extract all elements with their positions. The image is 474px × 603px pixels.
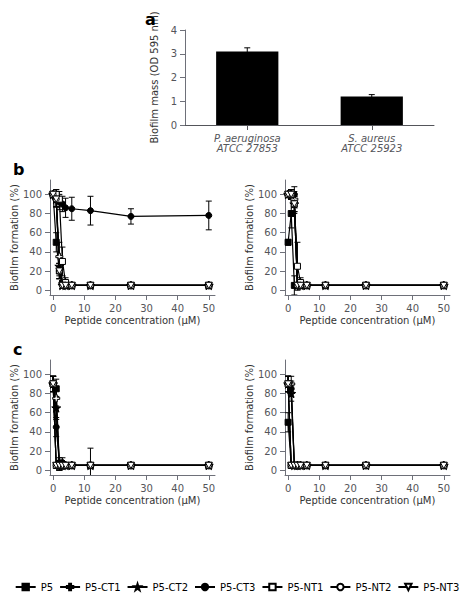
svg-text:Peptide concentration (μM): Peptide concentration (μM) xyxy=(65,315,201,326)
svg-text:P5-NT1: P5-NT1 xyxy=(287,582,323,593)
svg-text:0: 0 xyxy=(271,465,277,476)
svg-text:20: 20 xyxy=(264,446,277,457)
svg-text:20: 20 xyxy=(29,266,42,277)
svg-text:50: 50 xyxy=(437,483,450,494)
svg-text:0: 0 xyxy=(36,465,42,476)
svg-text:40: 40 xyxy=(171,483,184,494)
svg-text:4: 4 xyxy=(171,25,177,36)
svg-text:0: 0 xyxy=(171,120,177,131)
svg-text:0: 0 xyxy=(285,483,291,494)
svg-text:80: 80 xyxy=(29,388,42,399)
svg-text:10: 10 xyxy=(313,303,326,314)
svg-text:P5-CT2: P5-CT2 xyxy=(153,582,188,593)
svg-text:20: 20 xyxy=(109,303,122,314)
svg-text:20: 20 xyxy=(344,303,357,314)
svg-text:P. aeruginosa: P. aeruginosa xyxy=(213,132,281,144)
svg-text:50: 50 xyxy=(202,483,215,494)
svg-text:0: 0 xyxy=(50,303,56,314)
svg-text:2: 2 xyxy=(171,72,177,83)
svg-text:100: 100 xyxy=(258,369,277,380)
svg-text:P5-NT2: P5-NT2 xyxy=(355,582,391,593)
svg-text:20: 20 xyxy=(109,483,122,494)
svg-text:Peptide concentration (μM): Peptide concentration (μM) xyxy=(300,315,436,326)
svg-text:P5: P5 xyxy=(41,582,53,593)
svg-text:S. aureus: S. aureus xyxy=(348,132,396,144)
svg-text:40: 40 xyxy=(264,426,277,437)
svg-text:c: c xyxy=(13,340,22,359)
svg-text:10: 10 xyxy=(313,483,326,494)
svg-text:40: 40 xyxy=(264,246,277,257)
svg-text:30: 30 xyxy=(375,483,388,494)
svg-text:60: 60 xyxy=(29,407,42,418)
svg-text:100: 100 xyxy=(23,189,42,200)
svg-text:60: 60 xyxy=(264,227,277,238)
svg-text:Biofilm formation (%): Biofilm formation (%) xyxy=(244,364,255,471)
svg-text:b: b xyxy=(13,160,24,179)
svg-text:ATCC 27853: ATCC 27853 xyxy=(216,143,278,154)
svg-text:0: 0 xyxy=(285,303,291,314)
svg-text:40: 40 xyxy=(406,483,419,494)
svg-text:80: 80 xyxy=(29,208,42,219)
svg-text:1: 1 xyxy=(171,96,177,107)
svg-text:Biofilm formation (%): Biofilm formation (%) xyxy=(9,184,20,291)
svg-text:100: 100 xyxy=(23,369,42,380)
svg-text:40: 40 xyxy=(29,426,42,437)
svg-text:60: 60 xyxy=(29,227,42,238)
svg-text:0: 0 xyxy=(50,483,56,494)
svg-text:0: 0 xyxy=(36,285,42,296)
svg-text:Peptide concentration (μM): Peptide concentration (μM) xyxy=(300,495,436,506)
svg-text:30: 30 xyxy=(140,303,153,314)
svg-text:P5-CT1: P5-CT1 xyxy=(85,582,120,593)
svg-text:20: 20 xyxy=(264,266,277,277)
svg-text:3: 3 xyxy=(171,48,177,59)
svg-text:0: 0 xyxy=(271,285,277,296)
svg-text:50: 50 xyxy=(202,303,215,314)
svg-text:40: 40 xyxy=(29,246,42,257)
svg-text:30: 30 xyxy=(375,303,388,314)
svg-text:20: 20 xyxy=(29,446,42,457)
svg-text:Peptide concentration (μM): Peptide concentration (μM) xyxy=(65,495,201,506)
svg-text:P5-NT3: P5-NT3 xyxy=(423,582,459,593)
svg-text:20: 20 xyxy=(344,483,357,494)
svg-text:100: 100 xyxy=(258,189,277,200)
svg-text:Biofilm formation (%): Biofilm formation (%) xyxy=(244,184,255,291)
svg-text:50: 50 xyxy=(437,303,450,314)
svg-text:80: 80 xyxy=(264,388,277,399)
svg-text:30: 30 xyxy=(140,483,153,494)
svg-text:ATCC 25923: ATCC 25923 xyxy=(340,143,402,154)
svg-text:40: 40 xyxy=(406,303,419,314)
svg-text:60: 60 xyxy=(264,407,277,418)
svg-text:Biofilm mass (OD 595 nm): Biofilm mass (OD 595 nm) xyxy=(149,11,160,143)
svg-text:80: 80 xyxy=(264,208,277,219)
svg-text:10: 10 xyxy=(78,303,91,314)
svg-text:40: 40 xyxy=(171,303,184,314)
svg-text:10: 10 xyxy=(78,483,91,494)
svg-text:P5-CT3: P5-CT3 xyxy=(220,582,255,593)
svg-text:a: a xyxy=(145,10,156,29)
svg-text:Biofilm formation (%): Biofilm formation (%) xyxy=(9,364,20,471)
